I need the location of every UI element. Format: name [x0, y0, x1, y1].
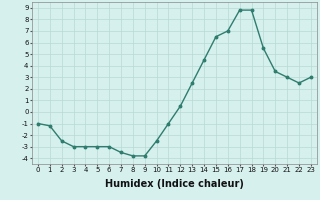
X-axis label: Humidex (Indice chaleur): Humidex (Indice chaleur) [105, 179, 244, 189]
